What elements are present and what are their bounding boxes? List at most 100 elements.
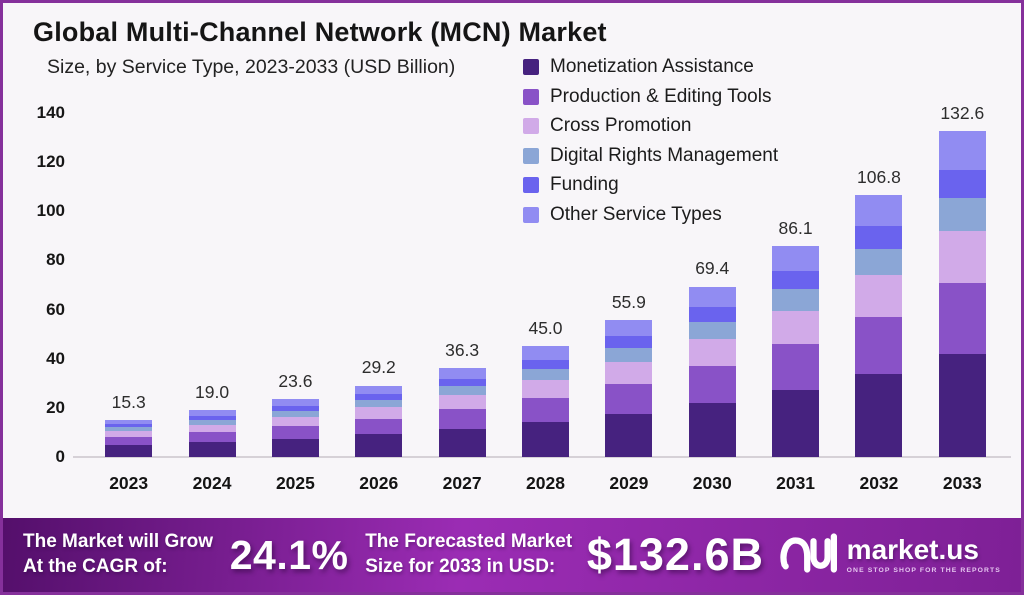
stacked-bar-2030 [688,286,736,457]
legend-item: Funding [523,174,778,196]
bar-segment [688,403,736,457]
bar-total-label: 45.0 [528,318,563,339]
bar-segment [105,419,153,425]
bar-segment [355,407,403,419]
bar-segment [772,271,820,290]
y-axis-tick-label: 100 [36,201,65,221]
bar-segment [105,424,153,428]
bar-segment [605,348,653,362]
bar-segment [355,418,403,435]
legend-label: Funding [550,174,619,195]
bar-total-label: 19.0 [195,382,230,403]
legend-item: Digital Rights Management [523,145,778,167]
bar-total-label: 69.4 [695,258,730,279]
x-axis-category-label: 2024 [192,473,232,493]
bar-total-label: 132.6 [940,102,985,123]
legend-swatch [523,59,539,75]
bar-segment [105,445,153,457]
bar-segment [355,394,403,401]
x-axis-category-label: 2032 [859,473,899,493]
stacked-bar-2032 [855,194,903,457]
legend-item: Production & Editing Tools [523,86,778,108]
legend-item: Other Service Types [523,204,778,226]
bar-segment [522,346,569,360]
bar-segment [271,416,319,427]
legend-swatch [523,88,539,105]
forecast-label: The Forecasted Market Size for 2033 in U… [365,530,572,579]
bar-segment [938,198,986,231]
x-axis-category-label: 2023 [109,473,149,493]
bar-segment [105,427,153,431]
bar-segment [772,310,820,344]
x-axis-line [73,456,1011,458]
bar-segment [605,336,653,349]
bar-segment [855,194,903,227]
bar-total-label: 23.6 [278,371,313,391]
legend-swatch [523,206,539,223]
stacked-bar-2025 [271,399,319,457]
bar-segment [772,390,820,457]
bar-segment [522,422,569,457]
bar-segment [688,321,736,339]
cagr-label-line2: At the CAGR of: [23,556,168,577]
bar-segment [355,434,403,457]
bar-segment [271,405,319,412]
cagr-label-line1: The Market will Grow [23,531,214,553]
cagr-value: 24.1% [229,531,349,578]
y-axis-tick-label: 140 [36,103,65,122]
bar-segment [188,431,236,443]
bar-segment [105,436,153,446]
bar-segment [522,380,569,398]
legend-swatch [523,118,539,134]
x-axis-category-label: 2025 [275,473,315,493]
y-axis-tick-label: 120 [36,152,65,172]
bar-segment [688,338,736,366]
x-axis-category-label: 2030 [692,473,732,493]
bar-segment [438,395,486,410]
chart-header: Global Multi-Channel Network (MCN) Marke… [33,17,607,79]
stacked-bar-2027 [438,367,486,457]
bar-segment [688,286,736,307]
forecast-value: $132.6B [586,529,764,580]
bar-segment [438,378,486,387]
y-axis-tick-label: 60 [46,299,65,319]
legend-label: Other Service Types [550,203,722,225]
y-axis-tick-label: 80 [46,250,65,270]
legend-label: Digital Rights Management [550,144,779,166]
bar-segment [605,413,653,457]
x-axis-category-label: 2028 [526,473,565,493]
stacked-bar-2033 [938,130,986,457]
bar-segment [188,419,236,425]
bar-segment [855,275,903,317]
legend-label: Cross Promotion [550,115,692,136]
bar-segment [438,409,486,429]
stacked-bar-2024 [188,410,236,457]
bar-segment [355,400,403,408]
market-us-logo: market.us ONE STOP SHOP FOR THE REPORTS [779,532,1001,579]
bar-segment [772,289,820,311]
bar-segment [938,354,986,457]
cagr-label: The Market will Grow At the CAGR of: [23,530,213,579]
stacked-bar-2031 [772,245,820,457]
bar-segment [688,365,736,404]
logo-text: market.us [846,534,979,565]
bar-segment [855,226,903,249]
bar-total-label: 55.9 [611,291,646,312]
legend-item: Cross Promotion [523,115,778,137]
plot-area: 0 20 40 60 80 100 120 140 15.3 2023 19.0 2024 23.6 20… [3,3,1021,592]
stacked-bar-2026 [355,385,403,457]
bar-segment [605,319,653,337]
bar-segment [188,410,236,416]
bar-segment [522,369,569,381]
x-axis-category-label: 2033 [942,473,982,493]
bar-segment [271,399,319,406]
bar-segment [188,442,236,457]
forecast-label-line2: Size for 2033 in USD: [365,556,556,577]
bar-segment [271,438,319,457]
legend-swatch [523,147,539,164]
logo-tagline: ONE STOP SHOP FOR THE REPORTS [846,567,1001,574]
bar-segment [438,386,486,396]
bar-total-label: 106.8 [857,166,901,187]
legend: Monetization Assistance Production & Edit… [523,56,778,226]
